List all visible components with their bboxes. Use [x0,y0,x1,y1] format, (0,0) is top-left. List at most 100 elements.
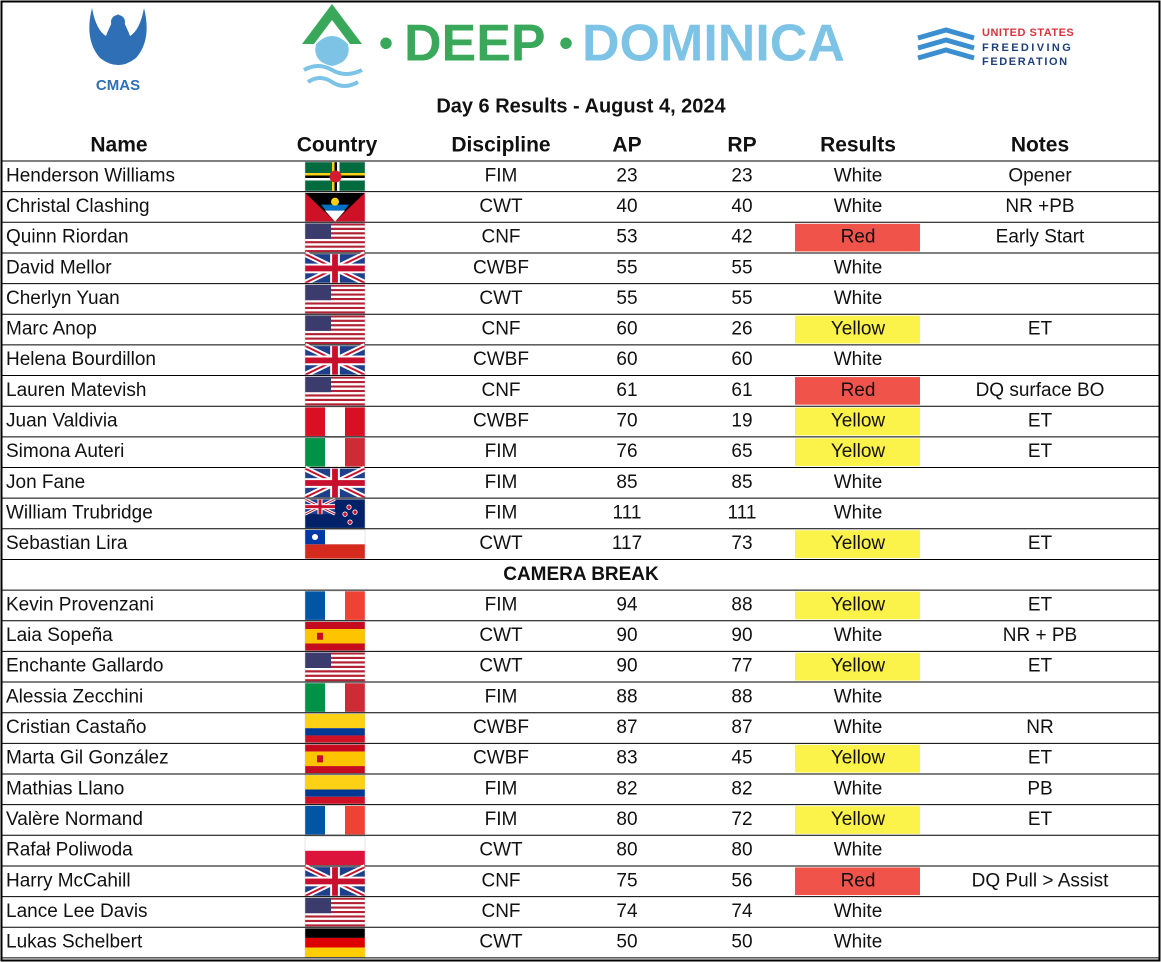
flag-outline [304,774,366,805]
flag-part [305,223,331,239]
flag-part [345,437,365,467]
country-flag [304,621,366,651]
flag-part [305,223,365,226]
rp-cell: 56 [731,870,752,891]
flag-part [305,324,365,327]
flag-part [305,245,365,248]
flag-part [305,621,365,629]
result-cell: White [834,686,883,707]
flag-part [305,306,365,310]
flag-part [305,297,365,301]
athlete-name: Enchante Gallardo [6,656,163,677]
flag-outline [304,652,366,682]
discipline-cell: CWBF [473,349,529,370]
flag-part [305,670,365,673]
flag-outline [304,284,366,314]
rp-cell: 23 [731,165,752,186]
notes-cell: ET [1028,441,1053,462]
flag-part [325,210,345,222]
discipline-cell: FIM [485,809,518,830]
discipline-cell: CWT [479,196,523,217]
flag-part [317,632,323,640]
athlete-name: David Mellor [6,257,112,278]
flag-part [305,289,365,292]
flag-outline [304,498,366,529]
rp-cell: 74 [731,901,753,922]
ap-cell: 90 [616,656,637,677]
flag-part [305,744,365,752]
discipline-cell: FIM [485,472,518,493]
flag-part [305,396,365,399]
ap-cell: 74 [616,901,638,922]
federation-line: FREEDIVING [982,42,1073,54]
column-header: Results [820,134,896,157]
country-flag [304,805,366,835]
result-cell: Red [841,870,876,891]
ap-cell: 80 [616,809,637,830]
flag-part [305,387,365,390]
notes-cell: ET [1028,809,1053,830]
flag-part [305,766,365,774]
flag-part [305,304,365,307]
athlete-name: Jon Fane [6,472,85,493]
flag-part [305,265,365,272]
discipline-cell: CWBF [473,411,529,432]
flag-part [305,904,365,907]
flag-part [305,315,331,331]
flag-part [305,919,365,923]
flag-part [305,232,365,235]
discipline-cell: FIM [485,686,518,707]
country-flag [303,251,367,286]
notes-cell: DQ surface BO [976,380,1105,401]
flag-part [317,755,323,763]
flag-part [305,652,365,655]
ap-cell: 85 [616,472,637,493]
flag-part [305,401,365,404]
flag-part [305,713,365,729]
ap-cell: 76 [616,441,637,462]
flag-outline [304,744,366,774]
rp-cell: 90 [731,625,752,646]
country-flag [304,897,366,927]
ap-cell: 87 [616,717,637,738]
result-cell: Yellow [831,656,886,677]
discipline-cell: CNF [481,227,520,248]
result-cell: Yellow [831,411,886,432]
flag-part [305,897,331,914]
athlete-name: Juan Valdivia [6,411,118,432]
result-highlight [795,407,920,436]
rp-cell: 87 [731,717,752,738]
flag-part [305,300,365,303]
flag-part [305,652,331,669]
athlete-name: Marc Anop [6,319,97,340]
athlete-name: Cherlyn Yuan [6,288,120,309]
rp-cell: 50 [731,932,752,953]
flag-part [305,293,365,296]
notes-cell: NR [1026,717,1053,738]
flag-part [305,286,365,290]
flag-part [305,663,365,666]
result-cell: Yellow [831,594,886,615]
result-cell: White [834,196,883,217]
flag-part [305,937,365,948]
flag-outline [304,468,366,498]
athlete-name: Helena Bourdillon [6,349,156,370]
flag-part [305,317,365,320]
flag-part [305,229,365,233]
result-cell: White [834,717,883,738]
flag-part [305,309,365,312]
notes-cell: DQ Pull > Assist [972,870,1109,891]
country-flag [304,406,366,437]
flag-part [305,315,365,318]
flag-part [305,902,365,905]
country-flag [303,465,367,501]
country-flag [304,682,366,713]
athlete-name: Mathias Llano [6,778,124,799]
flag-part [345,591,365,621]
discipline-cell: CWT [479,288,523,309]
ap-cell: 82 [616,778,637,799]
notes-cell: ET [1028,411,1053,432]
federation-line: UNITED STATES [982,27,1074,39]
flag-outline [304,713,366,743]
flag-part [325,805,345,835]
